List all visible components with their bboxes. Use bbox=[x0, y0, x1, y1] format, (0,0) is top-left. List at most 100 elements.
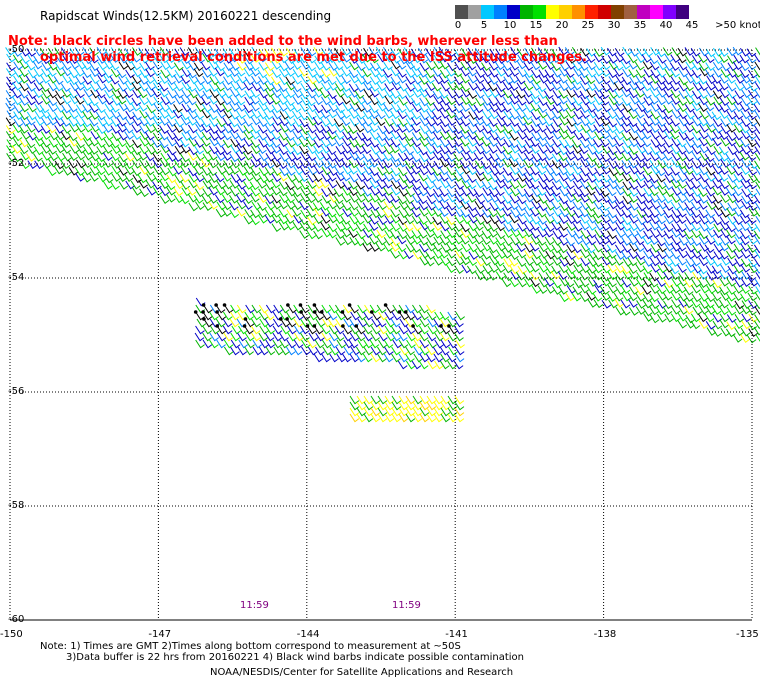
wind-barb bbox=[265, 145, 276, 155]
wind-barb bbox=[748, 173, 758, 183]
wind-barb bbox=[264, 166, 275, 176]
wind-barb bbox=[235, 89, 246, 98]
wind-barb bbox=[571, 215, 582, 224]
wind-barb bbox=[516, 278, 527, 288]
wind-barb bbox=[342, 151, 352, 161]
wind-barb bbox=[349, 413, 360, 423]
wind-barb bbox=[377, 346, 387, 356]
wind-barb bbox=[102, 124, 113, 133]
wind-barb bbox=[508, 201, 519, 211]
wind-barb bbox=[398, 97, 408, 106]
wind-barb bbox=[755, 334, 760, 342]
wind-barb bbox=[684, 117, 694, 126]
wind-barb bbox=[489, 89, 500, 98]
wind-barb bbox=[390, 67, 400, 77]
wind-barb bbox=[89, 160, 100, 169]
wind-barb bbox=[95, 139, 106, 148]
wind-barb bbox=[187, 110, 198, 120]
wind-barb bbox=[334, 124, 345, 133]
wind-barb bbox=[592, 251, 603, 261]
wind-barb bbox=[356, 69, 367, 79]
wind-barb bbox=[53, 165, 64, 175]
wind-barb bbox=[594, 167, 605, 177]
wind-barb bbox=[467, 257, 478, 266]
wind-barb bbox=[649, 285, 660, 295]
wind-barb bbox=[454, 395, 465, 405]
wind-barb bbox=[396, 235, 407, 245]
wind-barb bbox=[327, 311, 338, 321]
wind-barb bbox=[523, 132, 534, 141]
wind-barb bbox=[670, 174, 681, 184]
wind-barb bbox=[328, 194, 338, 203]
wind-barb bbox=[620, 285, 631, 294]
wind-barb bbox=[313, 353, 324, 363]
wind-barb bbox=[517, 167, 527, 177]
wind-barb bbox=[187, 131, 197, 141]
wind-barb bbox=[446, 243, 456, 252]
wind-barb bbox=[245, 304, 255, 314]
wind-barb bbox=[509, 111, 519, 120]
wind-barb bbox=[419, 401, 430, 411]
wind-barb bbox=[678, 90, 689, 100]
wind-barb bbox=[264, 62, 275, 71]
wind-barb bbox=[145, 53, 156, 63]
wind-barb bbox=[508, 153, 519, 162]
wind-barb bbox=[159, 172, 170, 182]
wind-barb bbox=[370, 401, 381, 411]
wind-barb bbox=[564, 146, 575, 155]
wind-barb bbox=[601, 243, 611, 253]
wind-barb bbox=[439, 188, 449, 197]
wind-barb bbox=[656, 180, 667, 190]
wind-barb bbox=[607, 138, 617, 148]
wind-barb bbox=[383, 173, 394, 182]
wind-barb bbox=[432, 145, 442, 155]
wind-barb bbox=[299, 181, 310, 190]
wind-barb bbox=[725, 187, 736, 197]
wind-barb bbox=[720, 264, 730, 273]
wind-barb bbox=[613, 62, 624, 71]
wind-barb bbox=[720, 257, 731, 266]
wind-barb bbox=[677, 180, 687, 189]
wind-barb bbox=[691, 172, 702, 182]
wind-barb bbox=[75, 139, 85, 149]
wind-barb bbox=[571, 139, 582, 148]
wind-barb bbox=[243, 82, 253, 91]
wind-barb bbox=[340, 215, 351, 225]
wind-barb bbox=[642, 209, 653, 219]
legend-tick: 45 bbox=[685, 20, 699, 31]
wind-barb bbox=[425, 188, 435, 198]
wind-barb bbox=[718, 81, 729, 91]
wind-barb bbox=[663, 181, 673, 191]
wind-barb bbox=[643, 69, 654, 78]
wind-barb bbox=[151, 46, 162, 56]
wind-barb bbox=[300, 97, 311, 106]
wind-barb bbox=[236, 55, 247, 64]
wind-barb bbox=[572, 180, 583, 190]
wind-barb bbox=[516, 145, 527, 154]
wind-barb bbox=[221, 208, 232, 217]
wind-barb bbox=[131, 75, 142, 85]
wind-barb bbox=[419, 395, 430, 405]
wind-barb bbox=[397, 181, 408, 190]
wind-barb bbox=[627, 257, 638, 267]
wind-barb bbox=[664, 313, 674, 323]
wind-barb bbox=[405, 360, 416, 370]
wind-barb bbox=[690, 76, 701, 85]
wind-barb bbox=[671, 236, 681, 246]
wind-barb bbox=[615, 103, 625, 113]
wind-barb bbox=[712, 186, 722, 196]
wind-barb bbox=[755, 286, 760, 295]
wind-barb bbox=[273, 346, 284, 356]
wind-barb bbox=[726, 321, 736, 330]
wind-barb bbox=[424, 89, 435, 99]
wind-barb bbox=[195, 123, 205, 133]
wind-barb bbox=[418, 76, 429, 85]
wind-barb bbox=[96, 132, 106, 141]
wind-barb bbox=[104, 89, 114, 99]
wind-barb bbox=[691, 55, 702, 64]
wind-barb bbox=[103, 60, 114, 70]
wind-barb bbox=[747, 96, 758, 106]
wind-barb bbox=[599, 208, 610, 218]
wind-barb bbox=[312, 194, 323, 203]
